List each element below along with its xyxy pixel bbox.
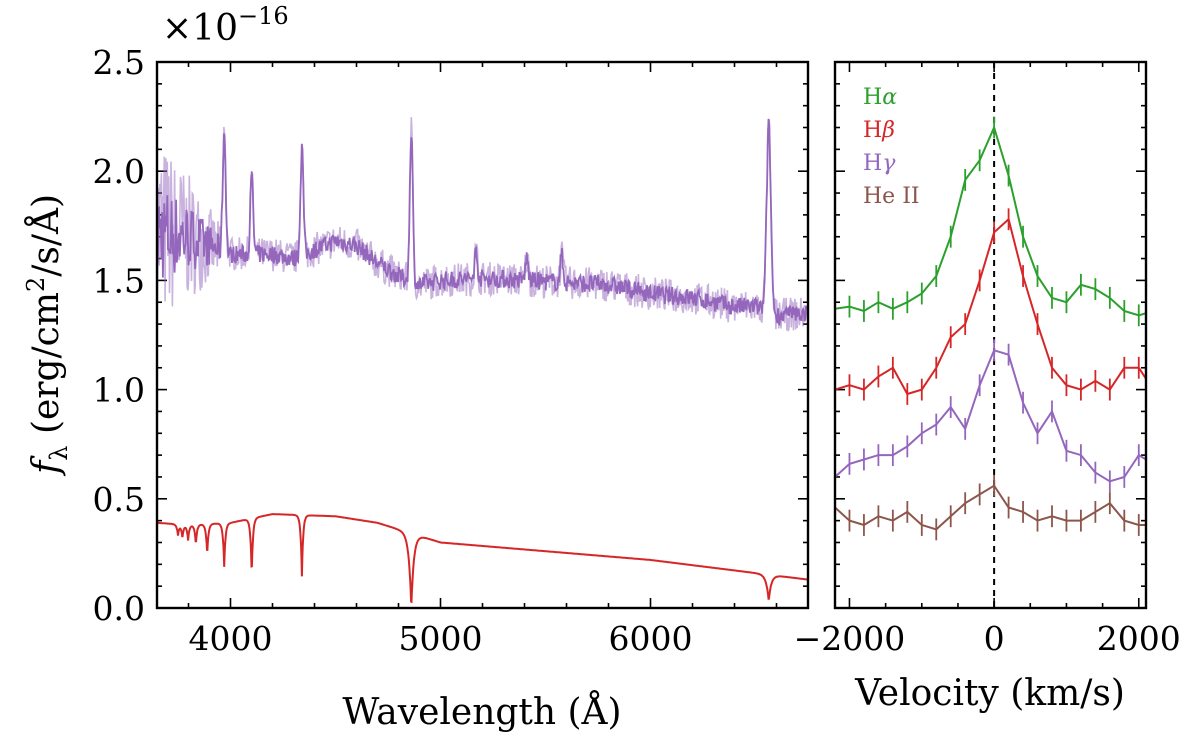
velocity-series-h-	[834, 208, 1147, 405]
legend-greek: β	[881, 118, 895, 143]
velocity-line-he-ii	[834, 484, 1146, 531]
x-axis-label-velocity: Velocity (km/s)	[854, 673, 1125, 714]
velocity-line-h-	[834, 217, 1147, 396]
xtick-label: 4000	[189, 619, 273, 658]
legend-entry-h-: Hα	[863, 85, 897, 110]
ytick-label: 2.0	[93, 152, 145, 191]
xtick-label: −2000	[794, 619, 906, 658]
legend-greek: α	[882, 85, 897, 110]
velocity-series-h-	[834, 116, 1147, 327]
ytick-label: 2.5	[93, 43, 145, 82]
spectrum-plot-area	[157, 117, 808, 604]
legend-base: H	[863, 151, 882, 176]
x-axis-label-wavelength: Wavelength (Å)	[342, 691, 621, 733]
velocity-line-h-	[834, 349, 1147, 483]
velocity-panel: −2000 0 2000	[794, 60, 1181, 658]
velocity-series-h-	[834, 339, 1147, 493]
spectrum-panel: 0.0 0.5 1.0 1.5 2.0 2.5 4000 5000 6000	[93, 43, 810, 658]
xtick-label: 5000	[399, 619, 483, 658]
legend-base: H	[863, 85, 882, 110]
velocity-line-h-	[834, 124, 1147, 317]
spectrum-line-smoothed	[157, 118, 808, 327]
ytick-label: 1.0	[93, 371, 145, 410]
model-line	[157, 513, 808, 604]
y-axis-label: fλ (erg/cm2/s/Å)	[22, 194, 73, 477]
ytick-label: 1.5	[93, 261, 145, 300]
legend-greek: γ	[882, 151, 896, 176]
legend-entry-h-: Hβ	[863, 118, 895, 143]
xtick-label: 6000	[609, 619, 693, 658]
ytick-label: 0.0	[93, 589, 145, 628]
spectrum-frame	[155, 60, 810, 610]
ytick-label: 0.5	[93, 480, 145, 519]
velocity-frame	[833, 60, 1148, 610]
legend-entry-h-: Hγ	[863, 151, 896, 176]
xtick-label: 2000	[1097, 619, 1181, 658]
legend-entry-he-ii: He II	[863, 184, 920, 209]
legend-base: H	[863, 118, 882, 143]
offset-text: ×10−16	[162, 2, 289, 49]
xtick-label: 0	[984, 619, 1005, 658]
velocity-series-he-ii	[834, 474, 1147, 541]
